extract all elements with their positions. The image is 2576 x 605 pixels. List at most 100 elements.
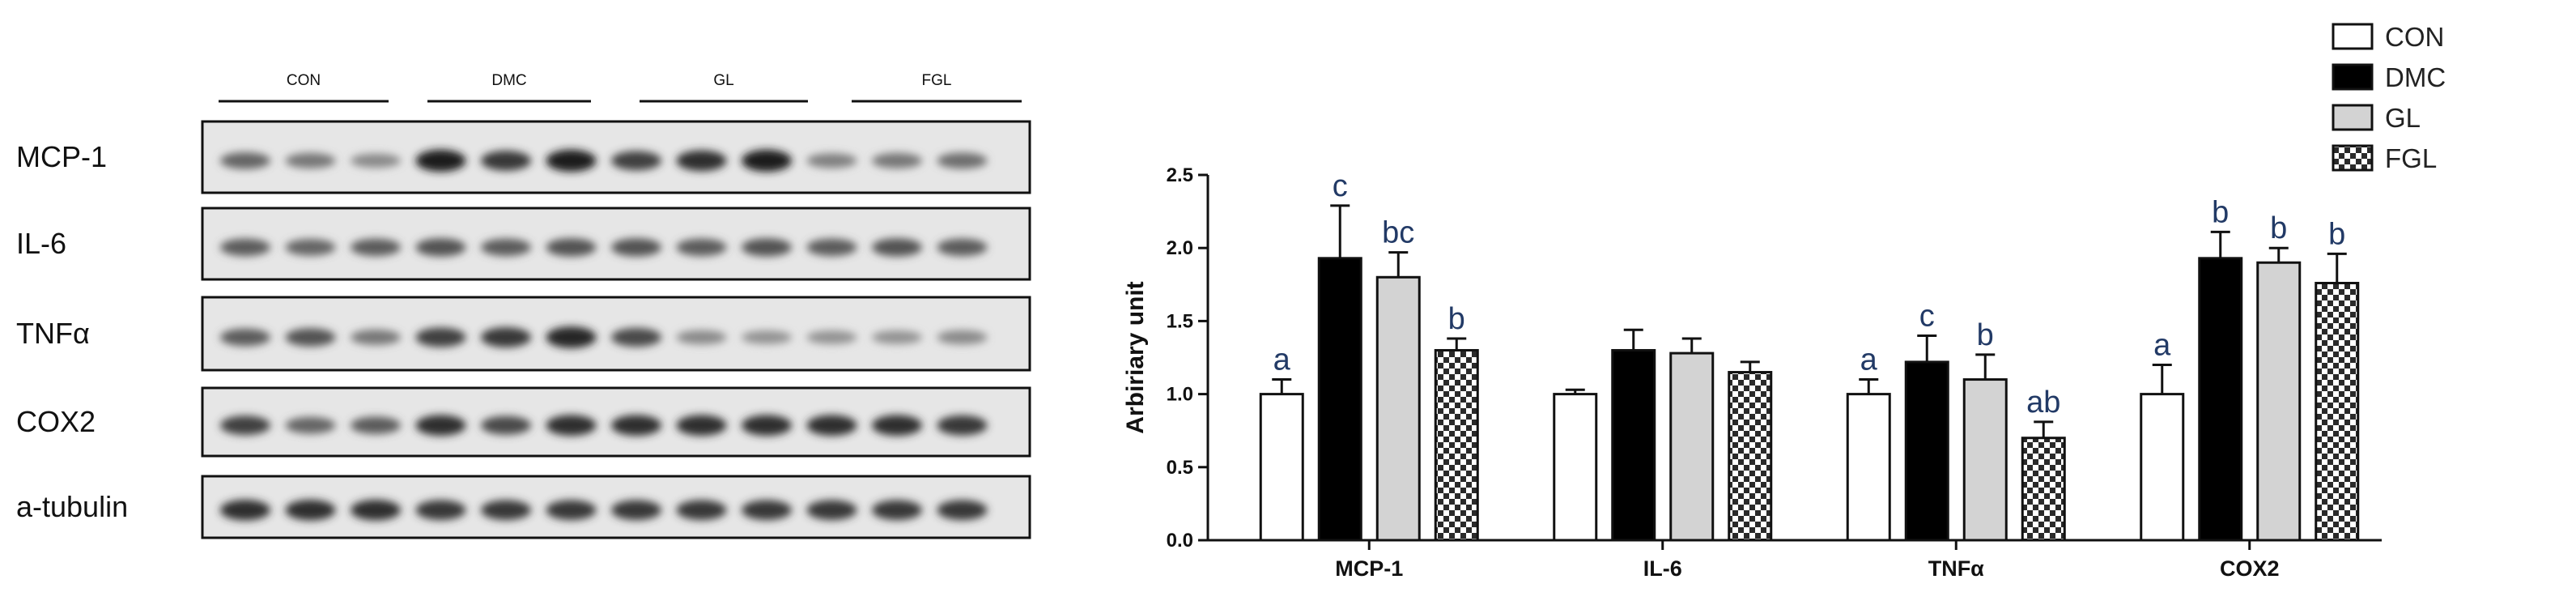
significance-label: a (1273, 343, 1291, 377)
significance-label: c (1333, 169, 1348, 203)
blot-band (285, 328, 336, 347)
blot-band (546, 415, 597, 436)
blot-band (481, 238, 531, 257)
blot-band (611, 500, 661, 521)
blot-band (937, 415, 988, 436)
blot-band (415, 415, 466, 436)
bar (1728, 371, 1773, 542)
bar (1611, 348, 1656, 542)
legend-swatch (2332, 63, 2374, 91)
blot-row: a-tubulin (16, 475, 1031, 539)
blot-band (220, 328, 270, 347)
blot-band (415, 149, 466, 172)
significance-label: b (1448, 302, 1465, 336)
blot-band (481, 151, 531, 171)
significance-label: b (2328, 217, 2345, 251)
significance-label: b (1977, 318, 1994, 352)
blot-row-label: COX2 (16, 405, 96, 438)
significance-label: c (1919, 299, 1935, 333)
blot-row: COX2 (16, 386, 1031, 458)
blot-band (806, 500, 857, 521)
blot-band (285, 500, 336, 521)
blot-row: IL-6 (16, 207, 1031, 281)
blot-group-label: GL (713, 72, 733, 89)
blot-band (546, 238, 597, 257)
blot-band (546, 500, 597, 521)
x-axis: MCP-1 IL-6 TNFα COX2 (1208, 539, 2382, 581)
blot-band (872, 415, 922, 436)
significance-label: a (2153, 329, 2171, 363)
blot-band (611, 415, 661, 436)
blot-band (742, 500, 792, 521)
blot-band (285, 152, 336, 168)
significance-label: bc (1382, 216, 1414, 250)
blot-band (351, 416, 401, 434)
bar (1846, 393, 1891, 542)
blot-band (285, 416, 336, 434)
blot-band (351, 238, 401, 257)
blot-band (481, 327, 531, 347)
y-tick-label: 1.5 (1167, 310, 1193, 332)
bar (2256, 261, 2302, 542)
legend-swatch (2332, 144, 2374, 172)
blot-group-label: FGL (922, 72, 952, 89)
blot-row-label: a-tubulin (16, 490, 128, 523)
blot-band (872, 330, 922, 344)
blot-band (220, 152, 270, 169)
y-tick-label: 2.5 (1167, 164, 1193, 186)
blot-band (742, 415, 792, 436)
legend: CON DMC GL FGL (2332, 22, 2446, 173)
legend-label: DMC (2385, 62, 2446, 92)
bar (1434, 348, 1479, 542)
legend-swatch (2332, 104, 2374, 131)
blot-band (937, 330, 988, 345)
category-label: TNFα (1928, 556, 1984, 581)
bar (2021, 437, 2066, 542)
bar (1553, 393, 1598, 542)
blot-band (351, 329, 401, 346)
blot-group-label: CON (287, 72, 321, 89)
blot-band (676, 500, 727, 521)
bar (2198, 257, 2243, 542)
blot-band (546, 149, 597, 172)
y-tick-label: 1.0 (1167, 384, 1193, 406)
blot-band (937, 500, 988, 521)
legend-swatch (2332, 23, 2374, 50)
y-axis-title: Arbiriary unit (1122, 281, 1149, 433)
blot-row: MCP-1 (16, 120, 1031, 194)
blot-band (806, 238, 857, 257)
blot-band (546, 326, 597, 348)
category-label: IL-6 (1643, 556, 1682, 581)
significance-label: a (1860, 343, 1878, 377)
legend-label: FGL (2385, 143, 2437, 173)
legend-label: CON (2385, 22, 2444, 52)
blot-band (676, 150, 727, 172)
blot-band (220, 500, 270, 521)
blot-band (872, 152, 922, 168)
y-tick-label: 0.5 (1167, 457, 1193, 479)
significance-label: ab (2026, 386, 2060, 420)
blot-band (415, 238, 466, 257)
legend-label: GL (2385, 103, 2421, 133)
bar (1375, 275, 1421, 542)
bar (1669, 351, 1715, 542)
y-axis: 0.0 0.5 1.0 1.5 2.0 2.5 (1167, 164, 1209, 552)
bar (2315, 281, 2360, 542)
blot-band (676, 238, 727, 257)
blot-band (415, 327, 466, 347)
blot-band (611, 151, 661, 171)
blot-band (806, 330, 857, 344)
bar (2140, 393, 2185, 542)
blot-band (285, 239, 336, 256)
bar-chart: Arbiriary unit 0.0 0.5 1.0 1.5 2.0 2.5 MCP-1 I… (1122, 22, 2446, 581)
blot-band (676, 415, 727, 436)
bar (1317, 257, 1362, 542)
blot-band (676, 330, 727, 345)
blot-band (611, 238, 661, 257)
blot-band (806, 153, 857, 168)
blot-band (220, 415, 270, 436)
blot-band (937, 238, 988, 257)
significance-label: b (2212, 195, 2229, 229)
blot-band (351, 500, 401, 521)
